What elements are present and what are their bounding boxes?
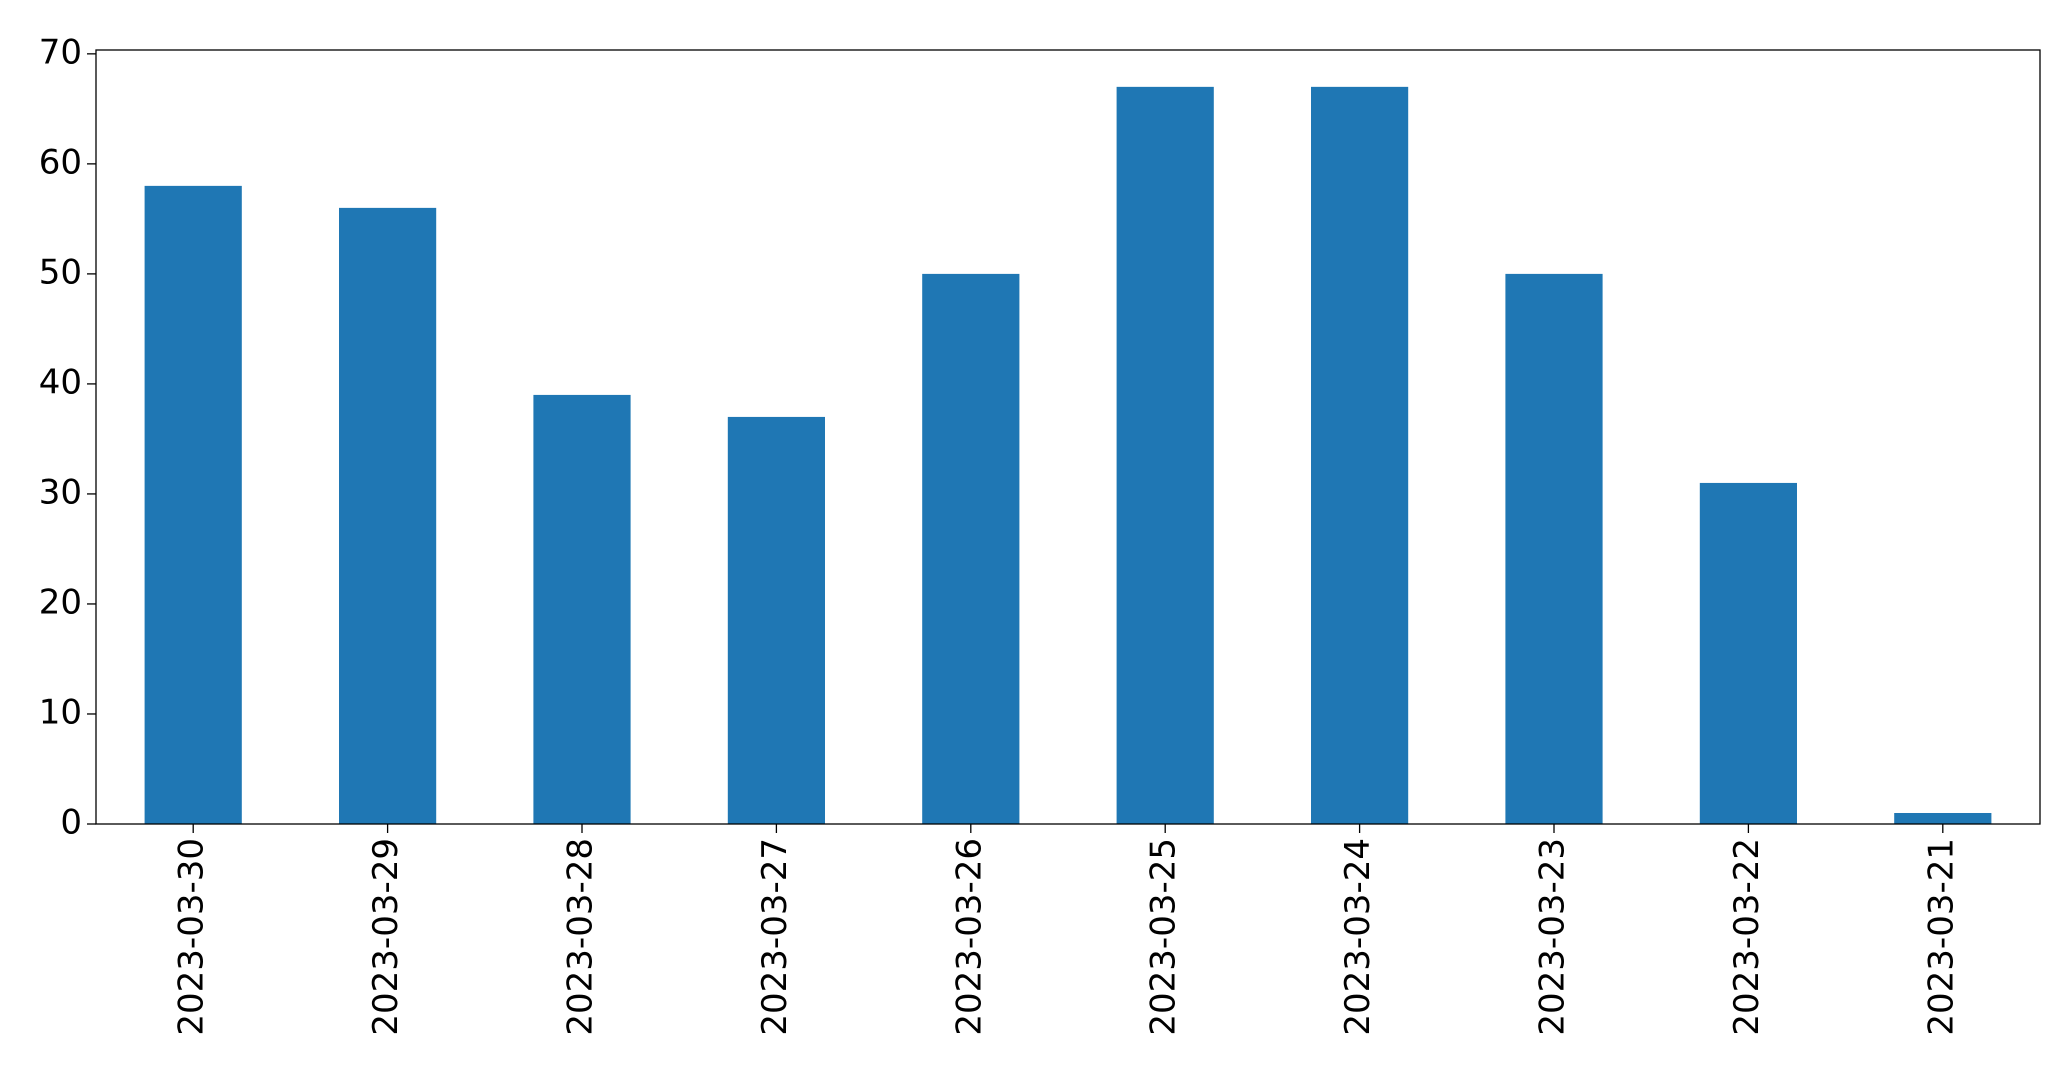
y-tick-label: 10 xyxy=(39,692,82,732)
plot-frame xyxy=(95,49,2041,825)
x-tick-label: 2023-03-26 xyxy=(949,838,989,1036)
bar xyxy=(1116,86,1214,825)
bar xyxy=(533,394,631,824)
bar xyxy=(922,273,1020,824)
bar xyxy=(1311,86,1409,825)
x-tick-label: 2023-03-30 xyxy=(172,838,212,1036)
y-tick-label: 60 xyxy=(39,142,82,182)
bar xyxy=(1505,273,1603,824)
x-tick-label: 2023-03-21 xyxy=(1921,838,1961,1036)
bar xyxy=(144,185,242,824)
bar xyxy=(339,207,437,824)
y-tick-label: 40 xyxy=(39,362,82,402)
y-tick-label: 50 xyxy=(39,252,82,292)
y-tick-label: 20 xyxy=(39,582,82,622)
y-tick-label: 30 xyxy=(39,472,82,512)
bar xyxy=(727,416,825,824)
bar xyxy=(1699,482,1797,824)
x-tick-label: 2023-03-22 xyxy=(1727,838,1767,1036)
x-tick-label: 2023-03-28 xyxy=(561,838,601,1036)
y-tick-label: 70 xyxy=(39,32,82,72)
x-tick-label: 2023-03-29 xyxy=(366,838,406,1036)
y-tick-label: 0 xyxy=(60,803,82,843)
bar xyxy=(1894,812,1992,824)
x-tick-label: 2023-03-25 xyxy=(1144,838,1184,1036)
x-tick-label: 2023-03-23 xyxy=(1533,838,1573,1036)
x-tick-label: 2023-03-27 xyxy=(755,838,795,1036)
x-tick-label: 2023-03-24 xyxy=(1338,838,1378,1036)
